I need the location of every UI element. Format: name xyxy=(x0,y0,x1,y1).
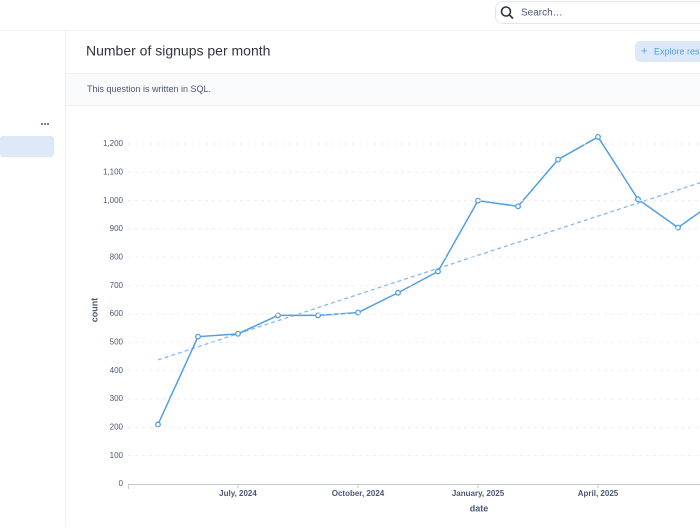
data-point xyxy=(396,290,401,295)
sidebar-menu[interactable] xyxy=(41,123,49,125)
data-point xyxy=(196,334,201,339)
y-tick-label: 600 xyxy=(110,309,124,318)
y-tick-label: 900 xyxy=(110,224,124,233)
data-point xyxy=(436,269,441,274)
y-tick-label: 1,200 xyxy=(103,139,124,148)
y-tick-label: 100 xyxy=(110,451,124,460)
explore-button-label: Explore results xyxy=(654,46,700,56)
sidebar-item-active[interactable] xyxy=(0,136,54,157)
x-tick-label: April, 2025 xyxy=(578,489,619,498)
info-text: This question is written in SQL. xyxy=(87,84,211,94)
plus-icon: + xyxy=(641,45,647,57)
search-placeholder: Search… xyxy=(521,8,563,19)
y-axis-label: count xyxy=(89,298,99,323)
y-tick-label: 200 xyxy=(110,422,124,431)
y-tick-label: 1,000 xyxy=(103,196,124,205)
data-point xyxy=(236,332,241,337)
x-axis-label: date xyxy=(470,503,489,513)
y-tick-label: 400 xyxy=(110,366,124,375)
y-tick-label: 700 xyxy=(110,281,124,290)
y-tick-label: 500 xyxy=(110,337,124,346)
y-tick-label: 0 xyxy=(119,479,124,488)
x-tick-label: July, 2024 xyxy=(219,489,257,498)
question-title: Number of signups per month xyxy=(86,43,270,59)
data-point xyxy=(556,157,561,162)
x-tick-label: January, 2025 xyxy=(452,489,505,498)
y-tick-label: 300 xyxy=(110,394,124,403)
x-tick-label: October, 2024 xyxy=(332,489,385,498)
y-tick-label: 1,100 xyxy=(103,167,124,176)
data-point xyxy=(156,422,161,427)
data-point xyxy=(516,204,521,209)
data-point xyxy=(596,135,601,140)
y-tick-label: 800 xyxy=(110,252,124,261)
